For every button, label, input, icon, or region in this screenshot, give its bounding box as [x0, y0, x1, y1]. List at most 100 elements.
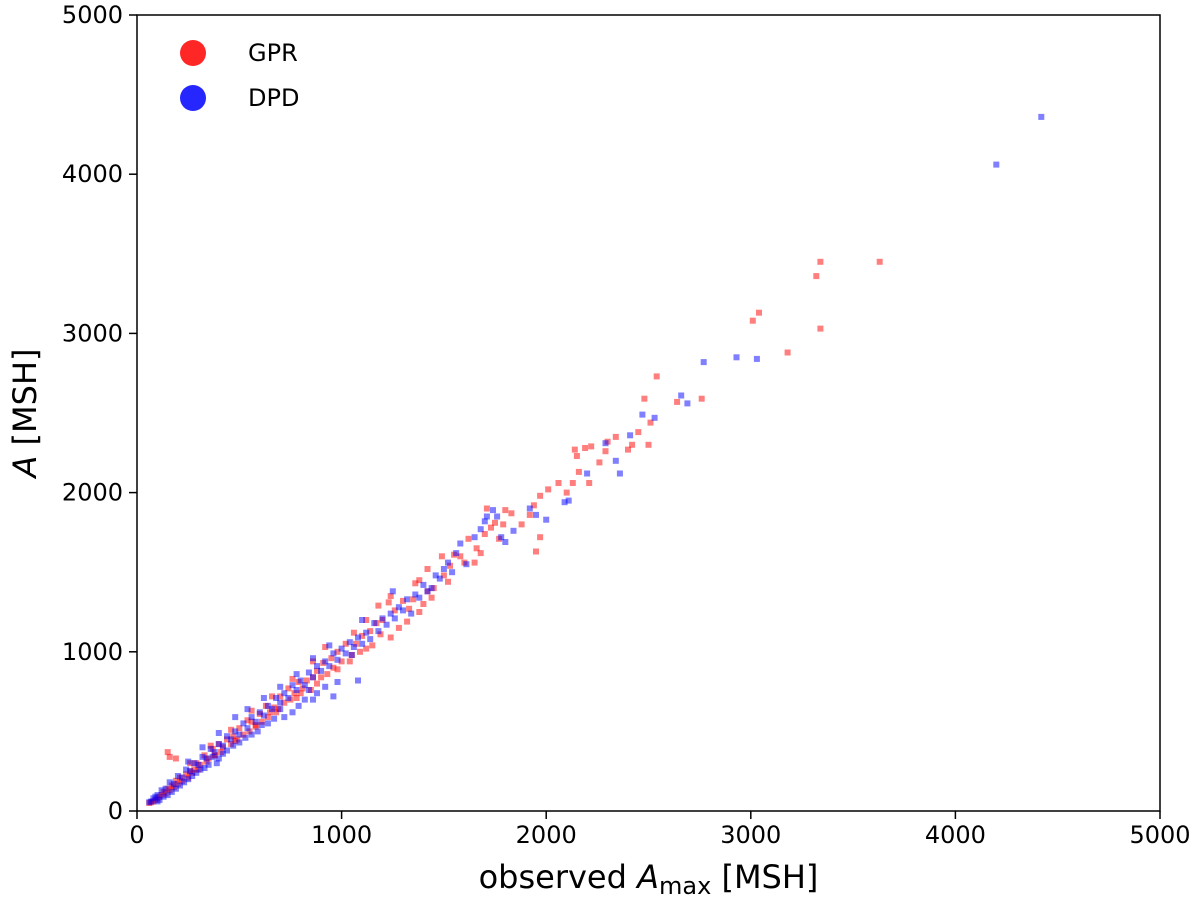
data-point-dpd	[195, 761, 202, 768]
points-layer	[146, 113, 1045, 806]
data-point-gpr	[324, 671, 331, 678]
ticks-layer: 0 1000 2000 3000 4000 5000 0 1000 2000 3000 4000 50…	[62, 1, 1191, 849]
data-point-gpr	[203, 758, 210, 765]
data-point-dpd	[678, 392, 685, 399]
data-point-dpd	[162, 785, 169, 792]
data-point-dpd	[207, 745, 214, 752]
data-point-dpd	[310, 696, 316, 703]
data-point-gpr	[471, 559, 478, 566]
data-point-gpr	[508, 510, 515, 517]
data-point-gpr	[438, 553, 445, 560]
data-point-gpr	[588, 443, 595, 450]
data-point-dpd	[627, 432, 634, 439]
data-point-gpr	[602, 448, 609, 455]
data-point-gpr	[281, 699, 288, 706]
legend-marker-dpd	[180, 85, 206, 111]
data-point-dpd	[236, 731, 243, 738]
data-point-gpr	[363, 645, 370, 652]
data-point-gpr	[492, 519, 498, 526]
data-point-dpd	[753, 355, 760, 362]
data-point-dpd	[342, 650, 349, 657]
data-point-dpd	[684, 400, 691, 407]
data-point-dpd	[330, 693, 337, 700]
data-point-gpr	[246, 728, 253, 735]
data-point-gpr	[303, 677, 310, 684]
data-point-dpd	[179, 774, 185, 781]
data-point-dpd	[359, 617, 366, 623]
data-point-gpr	[424, 566, 431, 572]
data-point-dpd	[526, 505, 533, 512]
data-point-gpr	[387, 634, 394, 641]
data-point-dpd	[248, 714, 255, 721]
data-point-dpd	[334, 656, 341, 663]
data-point-gpr	[571, 446, 578, 453]
data-point-dpd	[191, 760, 198, 767]
data-point-gpr	[252, 723, 259, 730]
data-point-dpd	[471, 534, 478, 541]
data-point-dpd	[424, 588, 431, 595]
data-point-dpd	[293, 687, 300, 693]
data-point-gpr	[291, 690, 298, 697]
data-point-dpd	[177, 782, 183, 789]
data-point-gpr	[573, 453, 580, 459]
data-point-dpd	[281, 714, 288, 721]
data-point-dpd	[326, 663, 333, 670]
data-point-dpd	[285, 695, 292, 701]
data-point-gpr	[248, 707, 255, 714]
data-point-dpd	[440, 566, 447, 572]
data-point-dpd	[322, 658, 329, 665]
y-tick-label: 4000	[62, 160, 123, 188]
data-point-dpd	[242, 734, 249, 741]
data-point-gpr	[674, 398, 681, 405]
data-point-dpd	[209, 753, 216, 760]
data-point-dpd	[244, 706, 251, 713]
y-axis-title-suffix: [MSH]	[6, 348, 44, 455]
data-point-gpr	[328, 655, 335, 662]
data-point-dpd	[359, 640, 366, 647]
data-point-gpr	[352, 640, 359, 647]
data-point-gpr	[346, 658, 353, 665]
data-point-dpd	[330, 650, 337, 657]
data-point-dpd	[543, 516, 550, 523]
data-point-dpd	[379, 615, 386, 622]
data-point-dpd	[310, 674, 316, 681]
data-point-dpd	[158, 787, 165, 794]
y-axis-title-symbol: A	[6, 456, 44, 480]
data-point-dpd	[346, 639, 353, 646]
data-point-gpr	[318, 674, 325, 681]
data-point-dpd	[228, 736, 235, 743]
data-point-dpd	[295, 702, 302, 709]
data-point-dpd	[183, 766, 190, 773]
data-point-gpr	[387, 593, 394, 600]
data-point-dpd	[187, 768, 194, 775]
data-point-gpr	[330, 664, 337, 671]
data-point-dpd	[174, 773, 181, 779]
data-point-gpr	[244, 717, 251, 724]
x-tick-label: 1000	[311, 821, 372, 849]
data-point-dpd	[197, 766, 204, 773]
data-point-dpd	[533, 511, 539, 518]
data-point-dpd	[244, 725, 251, 732]
data-point-dpd	[154, 798, 161, 805]
data-point-dpd	[248, 731, 255, 738]
data-point-dpd	[391, 615, 398, 622]
data-point-dpd	[273, 695, 280, 701]
legend-label-dpd: DPD	[248, 84, 299, 112]
data-point-dpd	[318, 667, 325, 674]
data-point-gpr	[533, 548, 539, 555]
data-point-dpd	[510, 527, 517, 534]
data-point-dpd	[254, 728, 261, 735]
data-point-dpd	[215, 755, 222, 762]
data-point-dpd	[416, 594, 423, 601]
data-point-gpr	[350, 629, 357, 636]
x-tick-label: 5000	[1129, 821, 1190, 849]
data-point-dpd	[490, 507, 496, 514]
data-point-dpd	[232, 714, 239, 721]
data-point-dpd	[326, 642, 333, 649]
data-point-dpd	[404, 596, 411, 603]
data-point-dpd	[338, 645, 345, 652]
data-point-dpd	[494, 513, 501, 520]
data-point-gpr	[473, 545, 480, 552]
